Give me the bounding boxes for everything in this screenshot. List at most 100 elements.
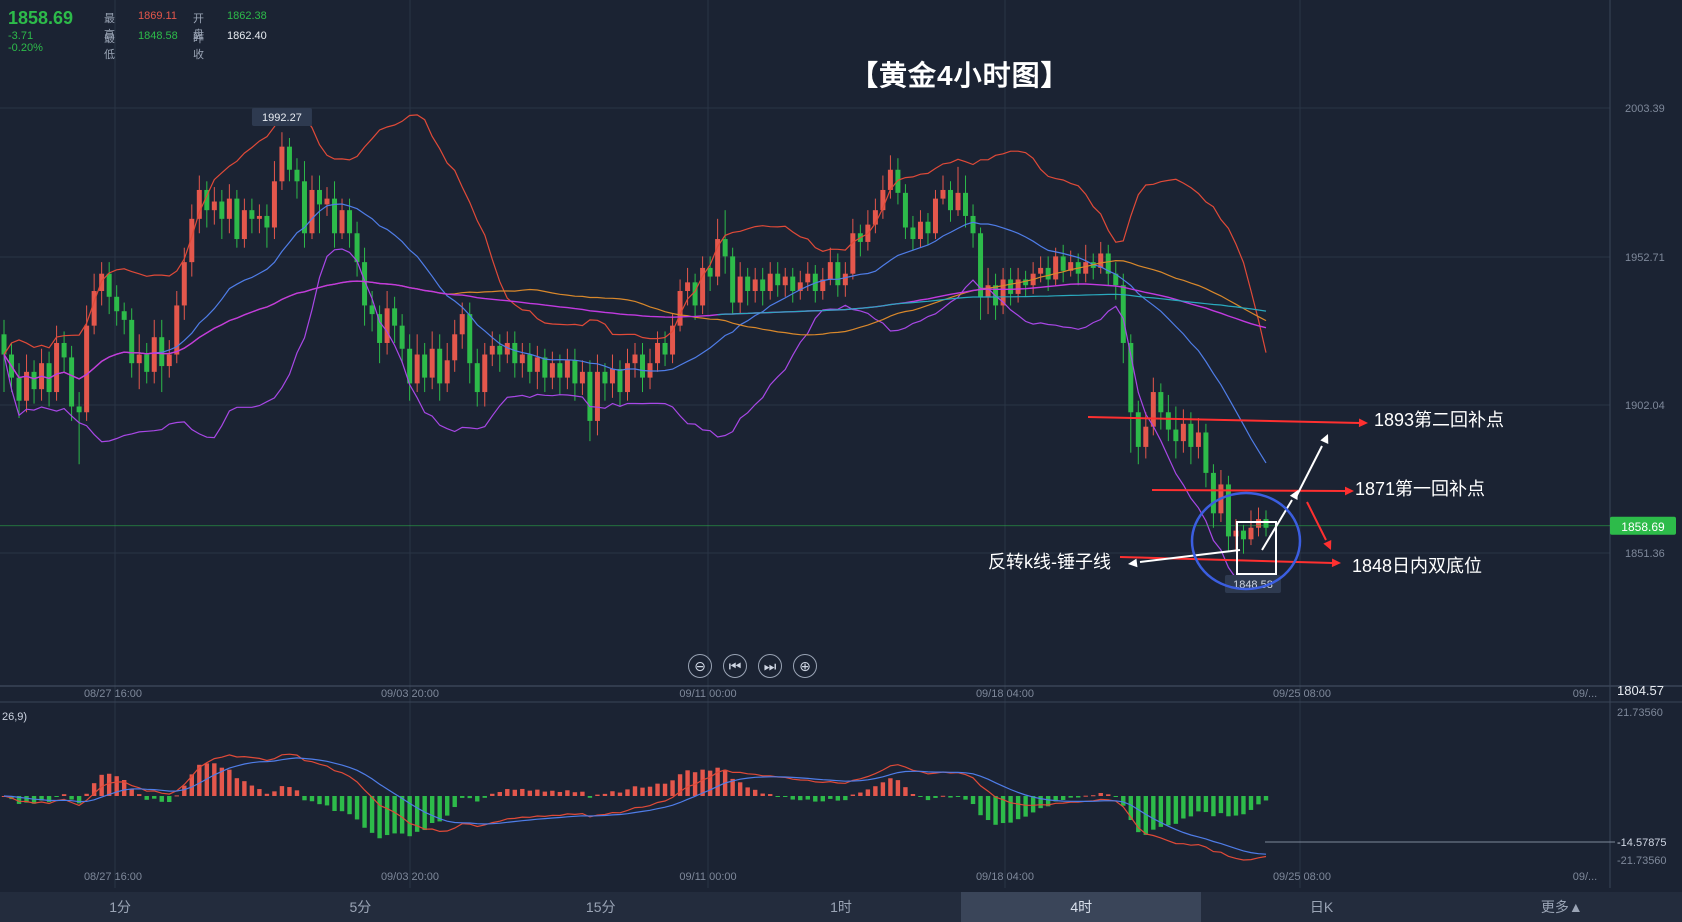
candle-body [1060,256,1066,271]
macd-histogram-bar [317,796,322,805]
candle-body [1038,267,1044,274]
y-tick-label: 1902.04 [1625,400,1665,412]
candle-body [835,262,841,286]
candle-body [369,305,375,315]
tab-daily[interactable]: 日K [1309,899,1334,915]
candle-body [587,371,593,421]
tab-more[interactable]: 更多▲ [1540,899,1583,915]
candle-body [286,146,292,170]
macd-histogram-bar [880,782,886,796]
macd-histogram-bar [1181,796,1186,819]
tab-1h[interactable]: 1时 [830,899,852,915]
candle-body [437,348,443,384]
macd-histogram-bar [460,796,465,798]
tab-15min[interactable]: 15分 [585,899,616,915]
candle-body [1180,423,1186,442]
macd-histogram-bar [1233,796,1239,816]
candle-body [1233,530,1239,537]
macd-histogram-bar [121,779,127,796]
tab-5min[interactable]: 5分 [349,899,372,915]
candle-body [1263,519,1269,528]
macd-histogram-bar [662,783,668,796]
macd-histogram-bar [1023,796,1028,817]
candle-body [1240,530,1246,540]
macd-histogram-bar [437,796,442,822]
macd-tick-label: -21.73560 [1617,855,1667,867]
candle-body [1143,426,1149,447]
hammer-box [1236,521,1277,575]
candle-body [271,181,277,228]
candle-body [249,210,255,219]
macd-histogram-bar [910,794,916,796]
candle-body [332,198,338,234]
macd-histogram-bar [76,796,82,804]
macd-histogram-bar [302,796,307,801]
macd-histogram-bar [234,778,240,796]
macd-histogram-bar [1045,796,1051,807]
macd-histogram-bar [106,773,112,796]
candle-body [256,215,262,219]
macd-histogram-bar [99,774,104,796]
macd-histogram-bar [1256,796,1261,805]
candle-body [54,342,60,393]
macd-params-label: 26,9) [2,711,27,723]
macd-histogram-bar [1098,792,1103,796]
y-tick-label: 1804.57 [1617,683,1664,698]
candle-body [144,354,150,372]
macd-histogram-bar [227,769,232,796]
candle-body [482,354,488,393]
macd-histogram-bar [377,796,382,839]
candle-body [339,210,345,234]
macd-histogram-bar [159,796,164,802]
scroll-end-button[interactable]: ⏭ [758,654,782,678]
macd-histogram-bar [422,796,427,831]
open-value: 1862.38 [227,10,267,22]
macd-histogram-bar [204,763,210,796]
macd-histogram-bar [84,793,89,796]
macd-histogram-bar [264,793,270,796]
macd-histogram-bar [737,782,743,796]
zoom-in-button[interactable]: ⊕ [793,654,817,678]
macd-histogram-bar [24,796,29,803]
candle-body [895,169,901,193]
macd-histogram-bar [467,796,472,799]
candle-body [324,198,330,205]
zoom-out-button[interactable]: ⊖ [688,654,712,678]
candle-body [685,282,691,292]
arrowhead [1331,558,1341,568]
candle-body [730,256,736,303]
candle-body [872,210,878,225]
candle-body [1210,472,1216,514]
macd-histogram-bar [505,789,510,796]
macd-histogram-bar [948,796,953,798]
macd-histogram-bar [918,796,923,797]
macd-histogram-bar [497,791,502,796]
candle-body [617,368,623,393]
macd-histogram-bar [475,796,480,802]
candle-body [1195,432,1201,447]
candle-body [159,337,165,367]
low-label: 最低 [104,33,115,61]
tab-1min[interactable]: 1分 [109,899,132,915]
tab-4h[interactable]: 4时 [961,892,1202,922]
x-tick-label: 09/25 08:00 [1273,688,1331,700]
scroll-start-button[interactable]: ⏮ [723,654,747,678]
macd-histogram-bar [813,796,818,802]
candle-body [151,337,157,372]
ma120-line [3,280,1267,380]
candle-body [850,233,856,274]
macd-histogram-bar [174,795,179,797]
candle-body [594,371,600,421]
x-tick-label: 09/11 00:00 [679,871,736,883]
candle-body [1203,432,1209,473]
candle-body [264,215,270,228]
candle-body [444,360,450,384]
macd-histogram-bar [595,794,600,796]
macd-histogram-bar [1128,796,1133,821]
candle-body [414,354,420,384]
resistance-line-1893 [1087,416,1361,424]
last-price: 1858.69 [8,8,74,28]
macd-histogram-bar [745,787,750,796]
candle-body [1255,519,1261,528]
